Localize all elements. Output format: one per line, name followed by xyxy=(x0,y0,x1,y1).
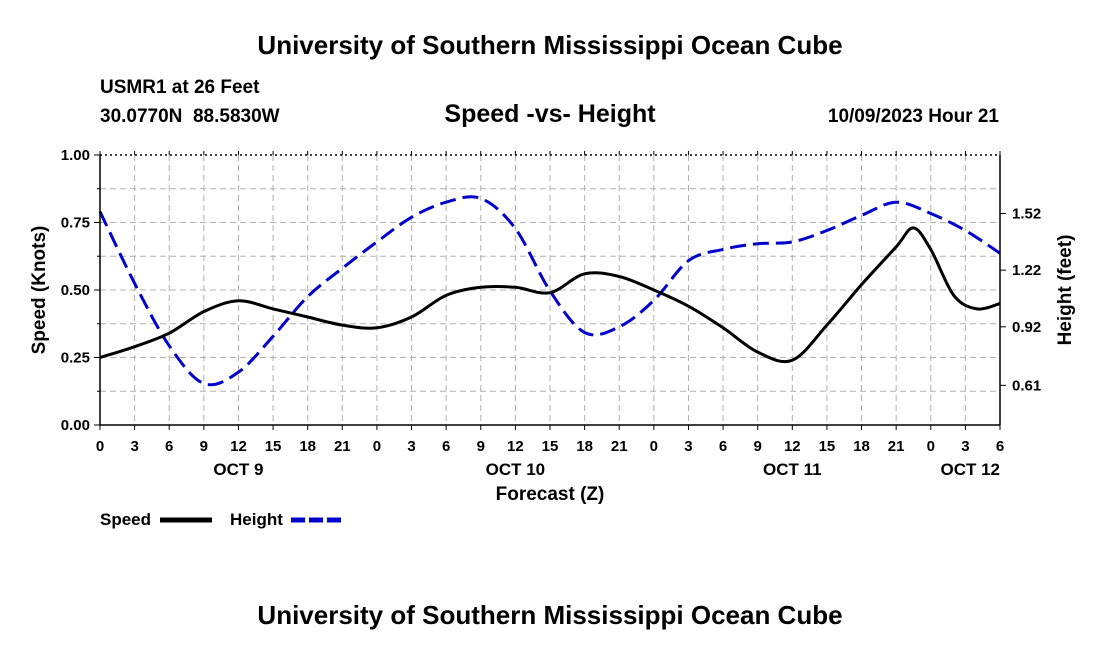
x-tick-label: 6 xyxy=(996,438,1004,455)
x-tick-label: 0 xyxy=(650,438,658,455)
x-tick-label: 9 xyxy=(754,438,762,455)
day-label: OCT 10 xyxy=(486,460,546,479)
coordinates-label: 30.0770N 88.5830W xyxy=(100,106,280,127)
ticks: 0 3 6 9 12 15 18 21 0 3 6 9 12 15 18 21 0 3 6 9 12 15 18 21 0 3 6 0… xyxy=(61,147,1041,479)
y-tick-label: 0.50 xyxy=(61,282,90,299)
x-tick-label: 6 xyxy=(442,438,450,455)
legend: Speed Height xyxy=(100,510,343,529)
x-tick-label: 12 xyxy=(230,438,247,455)
x-tick-label: 15 xyxy=(265,438,282,455)
x-tick-label: 0 xyxy=(373,438,381,455)
x-tick-label: 12 xyxy=(507,438,524,455)
x-tick-label: 3 xyxy=(684,438,692,455)
x-tick-label: 3 xyxy=(407,438,415,455)
x-tick-label: 21 xyxy=(888,438,905,455)
series-line-height xyxy=(98,195,1001,387)
x-tick-label: 0 xyxy=(927,438,935,455)
series-layer xyxy=(98,195,1001,387)
y2-tick-label: 0.92 xyxy=(1012,319,1041,336)
y-axis-label: Speed (Knots) xyxy=(29,226,50,355)
y2-tick-label: 0.61 xyxy=(1012,377,1041,394)
legend-speed-label: Speed xyxy=(100,510,151,529)
x-tick-label: 15 xyxy=(819,438,836,455)
x-axis-label: Forecast (Z) xyxy=(496,484,605,505)
grid xyxy=(100,155,1000,425)
y-tick-label: 0.75 xyxy=(61,215,90,232)
y2-tick-label: 1.52 xyxy=(1012,206,1041,223)
x-tick-label: 3 xyxy=(130,438,138,455)
y2-tick-label: 1.22 xyxy=(1012,262,1041,279)
day-label: OCT 9 xyxy=(213,460,263,479)
page-title: University of Southern Mississippi Ocean… xyxy=(257,30,843,60)
x-tick-label: 18 xyxy=(299,438,316,455)
footer-title: University of Southern Mississippi Ocean… xyxy=(257,600,843,630)
x-tick-label: 12 xyxy=(784,438,801,455)
x-tick-label: 3 xyxy=(961,438,969,455)
x-tick-label: 21 xyxy=(334,438,351,455)
day-label: OCT 11 xyxy=(763,460,822,479)
x-tick-label: 0 xyxy=(96,438,104,455)
x-tick-label: 21 xyxy=(611,438,628,455)
y2-axis-label: Height (feet) xyxy=(1055,235,1076,346)
x-tick-label: 18 xyxy=(853,438,870,455)
x-tick-label: 18 xyxy=(576,438,593,455)
chart-title: Speed -vs- Height xyxy=(444,100,656,128)
series-line-speed xyxy=(99,226,1001,364)
x-tick-label: 6 xyxy=(719,438,727,455)
station-label: USMR1 at 26 Feet xyxy=(100,77,260,98)
y-tick-label: 0.00 xyxy=(61,417,90,434)
x-tick-label: 6 xyxy=(165,438,173,455)
y-tick-label: 0.25 xyxy=(61,350,90,367)
legend-height-label: Height xyxy=(230,510,283,529)
day-label: OCT 12 xyxy=(940,460,1000,479)
datetime-label: 10/09/2023 Hour 21 xyxy=(827,106,999,127)
x-tick-label: 15 xyxy=(542,438,559,455)
y-tick-label: 1.00 xyxy=(61,147,90,164)
x-tick-label: 9 xyxy=(477,438,485,455)
x-tick-label: 9 xyxy=(200,438,208,455)
